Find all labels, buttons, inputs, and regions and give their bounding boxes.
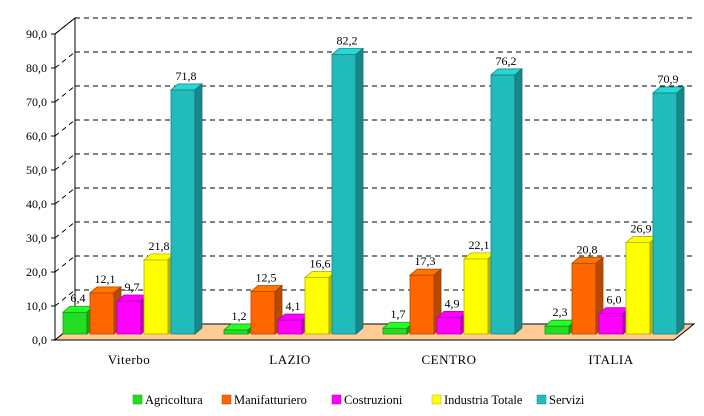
gridline-diagonal [54, 51, 76, 69]
data-label: 6,4 [71, 291, 86, 305]
y-tick-label: 0,0 [32, 333, 47, 347]
legend-label: Industria Totale [444, 393, 523, 407]
gridline-diagonal [54, 255, 76, 273]
data-label: 6,0 [607, 293, 622, 307]
bar [223, 329, 249, 335]
data-label: 21,8 [149, 239, 170, 253]
data-label: 20,8 [577, 242, 598, 256]
bar [143, 259, 169, 335]
bar [625, 242, 651, 335]
data-label: 16,6 [310, 257, 331, 271]
bar [463, 258, 489, 335]
legend-swatch [221, 394, 232, 405]
data-label: 70,9 [658, 72, 679, 86]
legend-label: Manifatturiero [234, 393, 307, 407]
bar [382, 327, 408, 335]
bar [409, 274, 435, 335]
legend-swatch [431, 394, 442, 405]
data-label: 4,1 [286, 299, 301, 313]
y-tick-label: 60,0 [26, 129, 47, 143]
legend-swatch [536, 394, 547, 405]
y-tick-label: 50,0 [26, 163, 47, 177]
x-category-label: CENTRO [422, 352, 477, 367]
bar [331, 54, 357, 335]
bar [62, 311, 88, 335]
bar [571, 262, 597, 335]
bar [436, 316, 462, 335]
data-label: 1,7 [391, 307, 406, 321]
bar-side [194, 83, 203, 335]
data-label: 1,2 [232, 309, 247, 323]
y-tick-label: 90,0 [26, 27, 47, 41]
y-tick-label: 80,0 [26, 61, 47, 75]
gridline-diagonal [54, 119, 76, 137]
data-label: 22,1 [469, 238, 490, 252]
data-label: 82,2 [337, 34, 358, 48]
gridline-diagonal [54, 187, 76, 205]
data-label: 76,2 [496, 54, 517, 68]
bar [304, 277, 330, 335]
gridline-diagonal [54, 221, 76, 239]
bar [598, 313, 624, 335]
y-tick-label: 30,0 [26, 231, 47, 245]
data-label: 12,1 [95, 272, 116, 286]
data-label: 12,5 [256, 271, 277, 285]
bar-side [355, 47, 364, 335]
gridline-diagonal [54, 153, 76, 171]
data-label: 26,9 [631, 222, 652, 236]
bar [89, 292, 115, 335]
y-tick-label: 40,0 [26, 197, 47, 211]
y-tick-label: 70,0 [26, 95, 47, 109]
legend-label: Costruzioni [344, 393, 403, 407]
y-tick-label: 10,0 [26, 299, 47, 313]
legend-swatch [331, 394, 342, 405]
gridline-diagonal [54, 289, 76, 307]
bar [544, 325, 570, 335]
data-label: 4,9 [445, 296, 460, 310]
gridline-diagonal [54, 17, 76, 35]
y-tick-label: 20,0 [26, 265, 47, 279]
bar-side [676, 86, 685, 335]
legend-label: Agricoltura [145, 393, 203, 407]
bar [170, 89, 196, 335]
bar [490, 74, 516, 335]
legend-label: Servizi [549, 393, 585, 407]
bar [277, 319, 303, 335]
x-category-label: Viterbo [108, 352, 150, 367]
data-label: 17,3 [415, 254, 436, 268]
x-category-label: ITALIA [588, 352, 633, 367]
legend-swatch [132, 394, 143, 405]
data-label: 2,3 [553, 305, 568, 319]
bar [116, 300, 142, 335]
bar [652, 92, 678, 335]
bar [250, 291, 276, 335]
data-label: 9,7 [125, 280, 140, 294]
gridline-diagonal [54, 85, 76, 103]
data-label: 71,8 [176, 69, 197, 83]
x-category-label: LAZIO [269, 352, 311, 367]
bar-side [514, 68, 523, 335]
